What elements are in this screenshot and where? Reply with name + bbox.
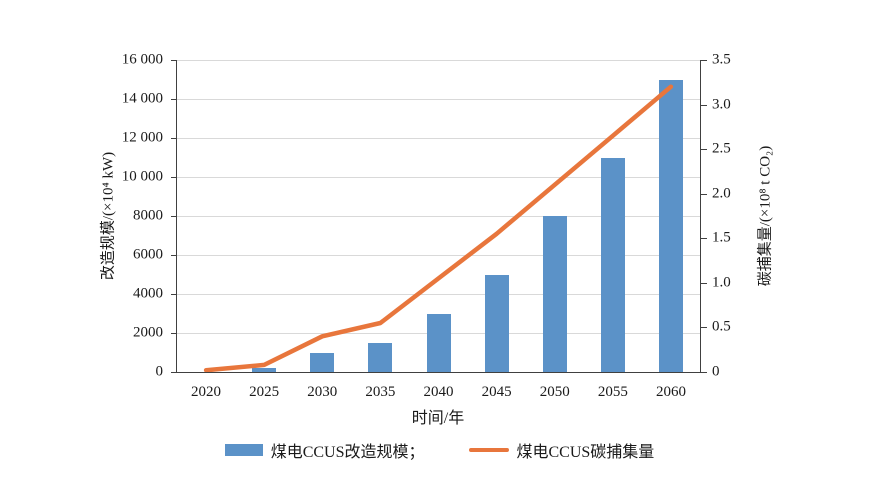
left-y-tick-label: 14 000 [121, 90, 163, 107]
right-y-tick-label: 3.5 [712, 51, 731, 68]
gridline [177, 177, 700, 178]
x-axis-title: 时间/年 [411, 410, 465, 427]
left-y-tickmark [171, 177, 177, 178]
right-y-tickmark [701, 327, 707, 329]
bar-2050 [542, 216, 567, 372]
left-y-tickmark [171, 294, 177, 295]
left-y-tick-label: 2000 [133, 324, 163, 341]
right-y-tick-label: 1.0 [712, 274, 731, 291]
bar-2045 [484, 274, 509, 372]
right-y-axis-title: 碳捕集量/(×10⁸ t CO₂) [757, 145, 774, 287]
right-y-tickmark [701, 60, 707, 61]
line-series-swatch [468, 448, 509, 452]
bar-series-swatch [224, 444, 263, 456]
left-y-tickmark [171, 138, 177, 139]
legend: 煤电CCUS改造规模； 煤电CCUS碳捕集量 [0, 438, 879, 462]
gridline [177, 60, 700, 61]
right-y-tick-label: 2.0 [712, 185, 731, 202]
x-tick-label: 2030 [307, 384, 338, 400]
right-y-tickmark [701, 193, 707, 195]
x-tick-label: 2045 [481, 384, 512, 400]
left-y-tickmark [171, 60, 177, 61]
left-y-tickmark [171, 99, 177, 100]
left-y-axis-title: 改造规模/(×10⁴ kW) [100, 151, 117, 281]
legend-label-capture-amount: 煤电CCUS碳捕集量 [516, 444, 655, 461]
plot-area [177, 60, 700, 373]
right-y-tick-label: 0.5 [712, 318, 731, 335]
left-y-tickmark [171, 255, 177, 256]
right-y-tick-label: 0 [712, 363, 720, 380]
gridline [177, 216, 700, 217]
left-y-tickmark [171, 372, 177, 373]
bar-2060 [658, 79, 683, 372]
left-y-tick-label: 0 [155, 363, 164, 380]
bar-2030 [310, 352, 335, 372]
right-y-tickmark [701, 238, 707, 240]
legend-item-capture-amount: 煤电CCUS碳捕集量 [468, 438, 655, 462]
x-tick-label: 2025 [249, 384, 280, 400]
x-tick-label: 2035 [365, 384, 396, 400]
right-y-tickmark [701, 282, 707, 284]
bar-2040 [426, 313, 451, 372]
legend-item-retrofit-scale: 煤电CCUS改造规模； [224, 438, 425, 462]
x-tick-label: 2020 [191, 384, 222, 400]
gridline [177, 99, 700, 100]
x-tick-label: 2055 [597, 384, 628, 400]
legend-label-retrofit-scale: 煤电CCUS改造规模； [270, 444, 425, 461]
left-y-tick-label: 4000 [133, 285, 163, 302]
left-y-tick-label: 6000 [133, 246, 163, 263]
right-y-tickmark [701, 104, 707, 106]
gridline [177, 138, 700, 139]
left-y-tick-label: 16 000 [121, 51, 163, 68]
right-axis-line [700, 60, 701, 373]
x-tick-label: 2060 [655, 384, 686, 400]
right-y-tick-label: 3.0 [712, 96, 731, 113]
gridline [177, 294, 700, 295]
left-y-tick-label: 12 000 [121, 129, 163, 146]
right-y-tick-label: 2.5 [712, 140, 731, 157]
bar-2035 [368, 342, 393, 372]
x-tick-label: 2050 [539, 384, 570, 400]
left-y-tick-label: 8000 [133, 207, 163, 224]
right-y-tick-label: 1.5 [712, 229, 731, 246]
left-y-tickmark [171, 216, 177, 217]
right-y-tickmark [701, 149, 707, 151]
x-tick-label: 2040 [423, 384, 454, 400]
x-axis-line [176, 372, 701, 373]
left-y-tick-label: 10 000 [121, 168, 163, 185]
bar-2025 [252, 368, 277, 372]
right-y-tickmark [701, 372, 707, 373]
bar-2055 [600, 157, 625, 372]
left-y-tickmark [171, 333, 177, 334]
capture-amount-line [203, 84, 674, 373]
gridline [177, 255, 700, 256]
